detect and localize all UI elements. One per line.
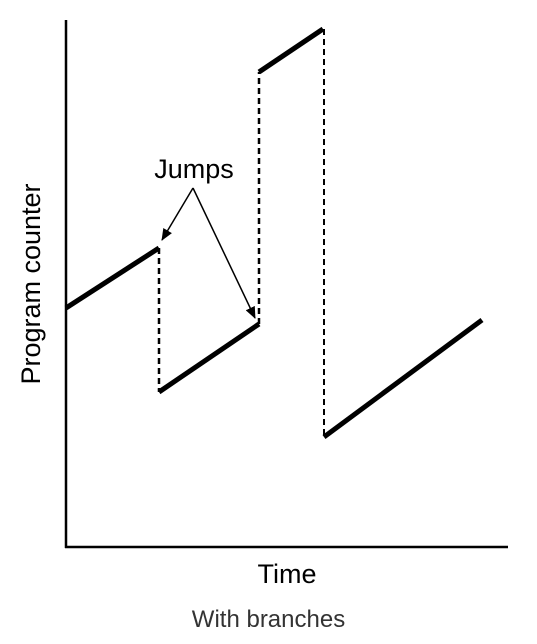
- segment-1: [64, 245, 161, 311]
- segment-2: [157, 321, 261, 395]
- segment-3: [257, 26, 325, 75]
- annotation-arrow-2: [192, 187, 256, 319]
- annotation-label: Jumps: [154, 154, 234, 184]
- figure-caption: With branches: [191, 606, 346, 633]
- annotation-arrow-1: [161, 187, 194, 241]
- segment-4: [322, 317, 484, 440]
- x-axis-label: Time: [258, 559, 317, 589]
- y-axis-label: Program counter: [16, 183, 46, 384]
